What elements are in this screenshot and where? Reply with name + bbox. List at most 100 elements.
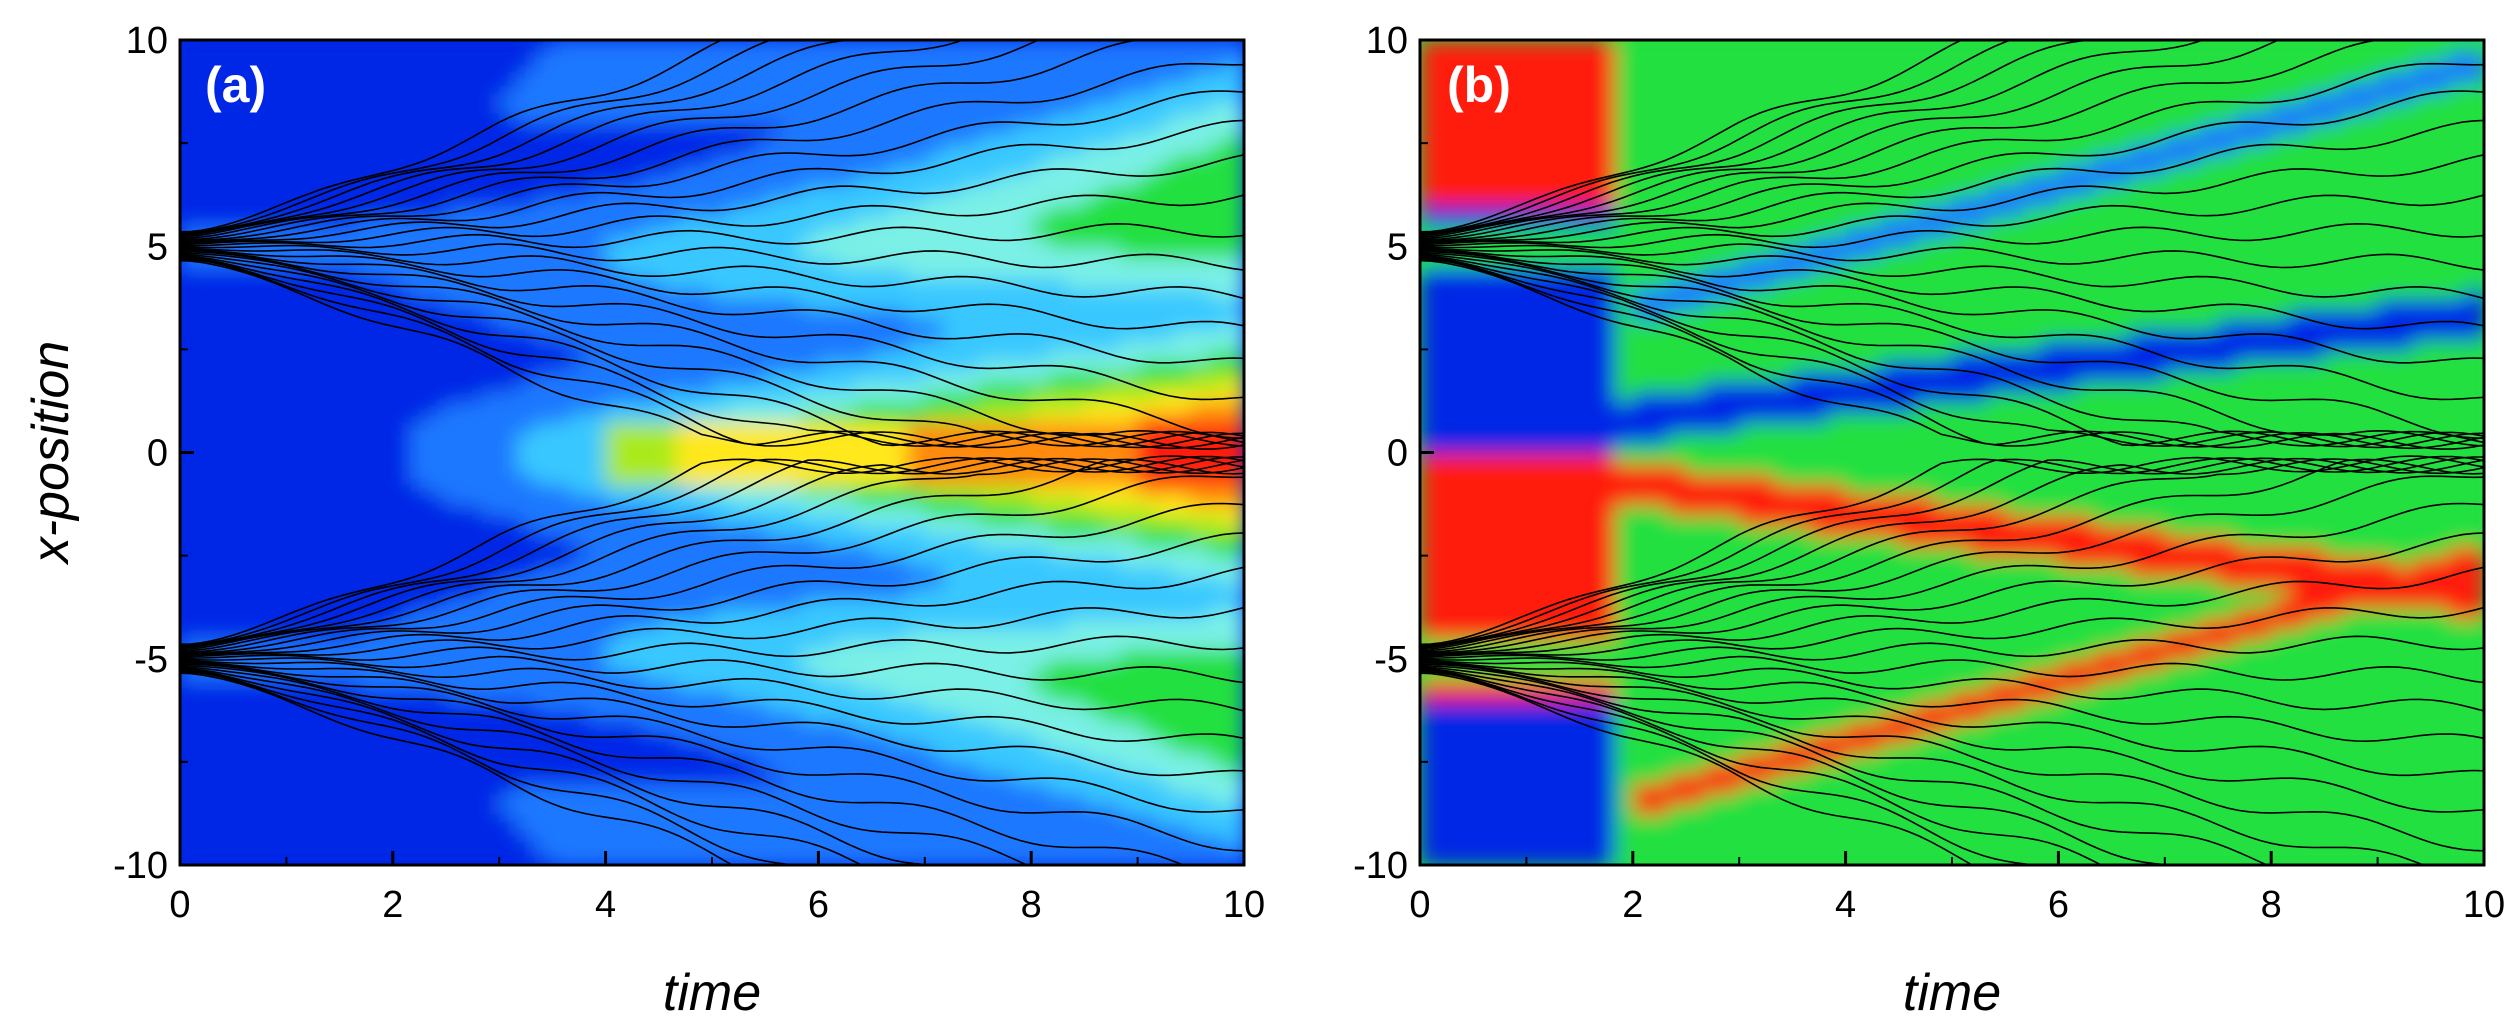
heatmap-cell: [676, 235, 696, 248]
heatmap-cell: [641, 648, 661, 661]
trajectory-line: [180, 40, 724, 233]
heatmap-cell: [694, 184, 714, 197]
heatmap-cell: [836, 225, 856, 238]
heatmap-cell: [481, 411, 501, 424]
heatmap-cell: [1084, 112, 1104, 124]
heatmap-cell: [392, 400, 413, 413]
heatmap-cell: [1048, 277, 1069, 289]
heatmap-cell: [605, 741, 625, 754]
heatmap-cell: [995, 576, 1015, 589]
heatmap-cell: [304, 741, 324, 754]
heatmap-cell: [197, 710, 217, 723]
heatmap-cell: [215, 442, 235, 454]
heatmap-cell: [446, 60, 466, 73]
heatmap-cell: [1048, 235, 1069, 248]
heatmap-cell: [889, 514, 909, 527]
heatmap-cell: [729, 411, 749, 424]
heatmap-cell: [516, 225, 537, 238]
heatmap-cell: [410, 586, 430, 599]
heatmap-cell: [907, 266, 927, 279]
heatmap-cell: [321, 246, 342, 259]
heatmap-cell: [250, 60, 271, 73]
heatmap-cell: [268, 143, 288, 155]
heatmap-cell: [375, 380, 395, 393]
heatmap-cell: [942, 421, 962, 434]
heatmap-cell: [960, 112, 980, 124]
heatmap-cell: [995, 514, 1015, 527]
heatmap-cell: [1437, 803, 1457, 815]
heatmap-cell: [729, 91, 749, 104]
heatmap-cell: [765, 730, 785, 743]
heatmap-cell: [233, 225, 253, 238]
heatmap-cell: [499, 504, 519, 516]
heatmap-cell: [180, 380, 200, 393]
heatmap-cell: [250, 689, 271, 702]
heatmap-cell: [552, 153, 572, 166]
heatmap-cell: [729, 421, 749, 434]
heatmap-cell: [960, 328, 980, 341]
heatmap-cell: [180, 596, 200, 609]
heatmap-cell: [995, 710, 1015, 723]
heatmap-cell: [694, 81, 714, 94]
heatmap-cell: [304, 349, 324, 362]
heatmap-cell: [605, 555, 625, 568]
heatmap-cell: [907, 535, 927, 547]
heatmap-cell: [800, 473, 820, 485]
heatmap-cell: [853, 359, 874, 372]
heatmap-cell: [782, 792, 803, 805]
heatmap-cell: [800, 40, 820, 52]
heatmap-cell: [1155, 772, 1175, 784]
heatmap-cell: [694, 679, 714, 692]
heatmap-cell: [587, 524, 608, 537]
heatmap-cell: [1190, 504, 1211, 516]
heatmap-cell: [1066, 132, 1086, 145]
heatmap-cell: [942, 174, 962, 186]
heatmap-cell: [499, 545, 519, 558]
heatmap-cell: [587, 215, 608, 228]
heatmap-cell: [499, 730, 519, 743]
heatmap-cell: [321, 473, 342, 485]
heatmap-cell: [1173, 400, 1193, 413]
heatmap-cell: [694, 782, 714, 795]
heatmap-cell: [1208, 638, 1228, 650]
heatmap-cell: [871, 277, 891, 289]
heatmap-cell: [250, 380, 271, 393]
heatmap-cell: [1208, 761, 1228, 774]
heatmap-cell: [1066, 535, 1086, 547]
heatmap-cell: [889, 823, 909, 836]
heatmap-cell: [410, 359, 430, 372]
heatmap-cell: [747, 370, 767, 382]
heatmap-cell: [995, 70, 1015, 83]
heatmap-cell: [1031, 174, 1051, 186]
heatmap-cell: [1190, 143, 1211, 155]
heatmap-cell: [1013, 153, 1033, 166]
heatmap-cell: [357, 772, 377, 784]
heatmap-cell: [304, 297, 324, 310]
heatmap-cell: [375, 40, 395, 52]
heatmap-cell: [286, 565, 306, 578]
heatmap-cell: [907, 823, 927, 836]
heatmap-cell: [286, 823, 306, 836]
heatmap-cell: [375, 772, 395, 784]
heatmap-cell: [534, 411, 554, 424]
heatmap-cell: [1013, 194, 1033, 207]
heatmap-cell: [410, 803, 430, 815]
heatmap-cell: [215, 844, 235, 857]
heatmap-cell: [853, 122, 874, 135]
heatmap-cell: [1420, 854, 1440, 865]
heatmap-cell: [339, 504, 359, 516]
heatmap-cell: [836, 545, 856, 558]
heatmap-cell: [800, 607, 820, 619]
heatmap-cell: [907, 359, 927, 372]
heatmap-cell: [268, 246, 288, 259]
heatmap-cell: [800, 627, 820, 640]
heatmap-cell: [694, 163, 714, 176]
heatmap-cell: [304, 40, 324, 52]
heatmap-cell: [978, 277, 998, 289]
heatmap-cell: [1066, 772, 1086, 784]
heatmap-cell: [818, 452, 838, 465]
heatmap-cell: [215, 627, 235, 640]
heatmap-cell: [392, 565, 413, 578]
heatmap-cell: [481, 318, 501, 331]
heatmap-cell: [1155, 524, 1175, 537]
